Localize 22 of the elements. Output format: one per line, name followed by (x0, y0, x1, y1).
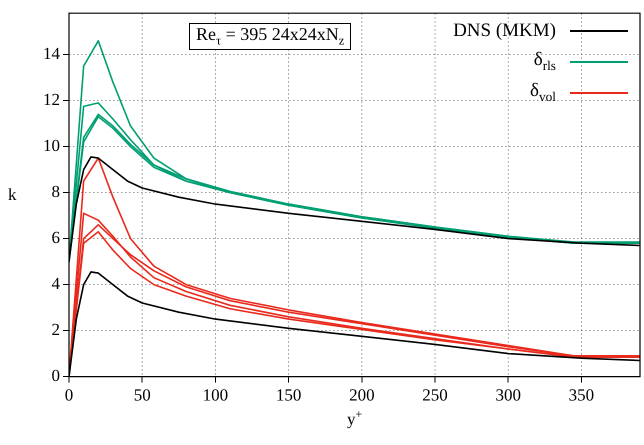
legend-label: δ$_{vol}$ (530, 80, 556, 106)
annotation: Re$_{τ}$ = 395 24x24xN$_{z}$ (189, 23, 352, 50)
y-tick-label: 6 (52, 228, 60, 248)
x-tick-label: 300 (495, 385, 521, 404)
y-tick-label: 8 (52, 182, 60, 202)
x-tick-label: 100 (202, 385, 228, 404)
y-tick-label: 4 (52, 274, 60, 294)
x-tick-label: 250 (422, 385, 448, 404)
y-tick-label: 2 (52, 320, 60, 340)
x-tick-label: 350 (568, 385, 594, 404)
y-tick-label: 12 (43, 90, 60, 110)
y-tick-label: 14 (43, 44, 60, 64)
y-tick-label: 10 (43, 136, 60, 156)
x-tick-label: 50 (134, 385, 151, 404)
legend-label: δ$_{rls}$ (534, 49, 556, 74)
y-axis-title: k (8, 184, 16, 205)
x-tick-label: 150 (276, 385, 302, 404)
x-axis-title: y$^{+}$ (347, 406, 362, 430)
legend-label: DNS (MKM) (453, 20, 556, 42)
x-tick-label: 200 (349, 385, 375, 404)
y-tick-label: 0 (52, 366, 60, 386)
x-tick-label: 0 (64, 385, 74, 404)
